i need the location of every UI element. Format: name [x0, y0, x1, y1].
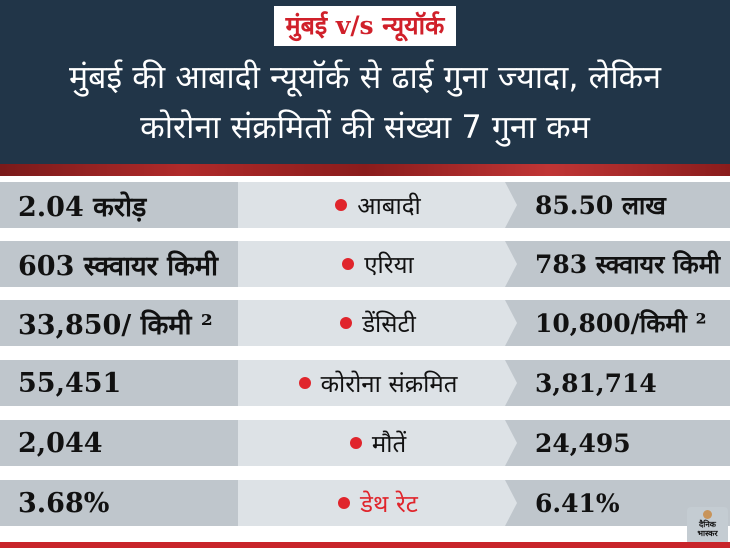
newyork-value: 24,495 — [505, 420, 730, 466]
newyork-value: 85.50 लाख — [505, 182, 730, 228]
metric-text: एरिया — [364, 250, 414, 279]
metric-label: कोरोना संक्रमित — [238, 360, 518, 406]
dainik-bhaskar-logo: दैनिक भास्कर — [687, 507, 728, 545]
decorative-band — [0, 164, 730, 176]
headline-line-2: कोरोना संक्रमितों की संख्या 7 गुना कम — [140, 108, 590, 146]
table-row: 2,044 मौतें 24,495 — [0, 420, 730, 466]
newyork-value: 10,800/किमी ² — [505, 300, 730, 346]
mumbai-value: 3.68% — [0, 480, 252, 526]
sun-icon — [703, 510, 712, 519]
table-row: 55,451 कोरोना संक्रमित 3,81,714 — [0, 360, 730, 406]
newyork-value: 6.41% — [505, 480, 730, 526]
table-row: 2.04 करोड़ आबादी 85.50 लाख — [0, 182, 730, 228]
table-row: 603 स्क्वायर किमी एरिया 783 स्क्वायर किम… — [0, 241, 730, 287]
header: मुंबई v/s न्यूयॉर्क मुंबई की आबादी न्यूय… — [0, 0, 730, 168]
mumbai-value: 33,850/ किमी ² — [0, 300, 252, 346]
bullet-icon — [342, 258, 355, 270]
headline-line-1: मुंबई की आबादी न्यूयॉर्क से ढाई गुना ज्य… — [69, 58, 661, 96]
table-row: 3.68% डेथ रेट 6.41% — [0, 480, 730, 526]
table-row: 33,850/ किमी ² डेंसिटी 10,800/किमी ² — [0, 300, 730, 346]
metric-text: डेंसिटी — [362, 309, 416, 338]
headline: मुंबई की आबादी न्यूयॉर्क से ढाई गुना ज्य… — [0, 52, 730, 152]
metric-label: डेथ रेट — [238, 480, 518, 526]
newyork-value: 783 स्क्वायर किमी — [505, 241, 730, 287]
metric-label: एरिया — [238, 241, 518, 287]
mumbai-value: 55,451 — [0, 360, 252, 406]
metric-label: आबादी — [238, 182, 518, 228]
bullet-icon — [335, 199, 348, 211]
bullet-icon — [338, 497, 351, 509]
logo-line-2: भास्कर — [697, 529, 718, 538]
mumbai-value: 2.04 करोड़ — [0, 182, 252, 228]
bullet-icon — [349, 437, 362, 449]
mumbai-value: 2,044 — [0, 420, 252, 466]
logo-line-1: दैनिक — [699, 520, 716, 529]
bottom-rule — [0, 542, 730, 548]
bullet-icon — [298, 377, 311, 389]
metric-text: डेथ रेट — [360, 489, 418, 518]
mumbai-value: 603 स्क्वायर किमी — [0, 241, 252, 287]
metric-text: आबादी — [357, 191, 421, 220]
bullet-icon — [340, 317, 353, 329]
metric-label: मौतें — [238, 420, 518, 466]
metric-text: मौतें — [371, 429, 407, 458]
metric-label: डेंसिटी — [238, 300, 518, 346]
comparison-tag: मुंबई v/s न्यूयॉर्क — [274, 6, 456, 46]
metric-text: कोरोना संक्रमित — [320, 369, 458, 398]
newyork-value: 3,81,714 — [505, 360, 730, 406]
